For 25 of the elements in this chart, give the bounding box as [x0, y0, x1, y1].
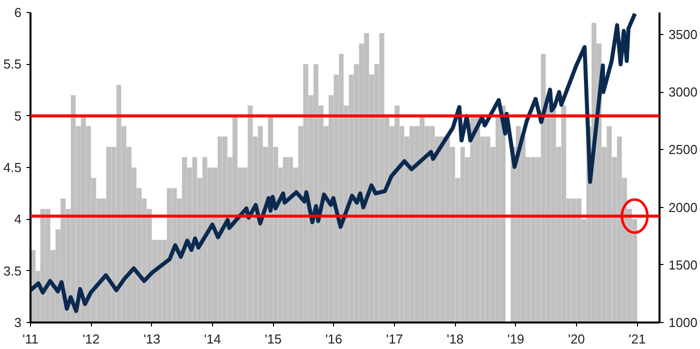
y-tick-label: 5: [14, 108, 22, 124]
x-tick-label: '21: [628, 332, 646, 346]
x-tick-label: '12: [82, 332, 100, 346]
y2-tick-label: 3000: [668, 84, 698, 100]
y2-tick-label: 2500: [668, 142, 698, 158]
y-tick-label: 5.5: [3, 56, 22, 72]
y-tick-label: 4: [14, 212, 22, 227]
y-tick-label: 4.5: [3, 160, 22, 175]
x-tick-label: '15: [264, 332, 282, 346]
x-tick-label: '19: [507, 332, 524, 346]
x-tick-label: '16: [325, 332, 342, 346]
x-tick-label: '18: [446, 332, 464, 346]
y2-tick-label: 1000: [668, 315, 698, 330]
x-tick-label: '17: [386, 332, 404, 346]
x-tick-label: '11: [22, 332, 38, 346]
y-tick-label: 3.5: [3, 263, 22, 278]
x-tick-label: '20: [568, 332, 585, 346]
y2-tick-label: 2000: [668, 200, 698, 215]
line-series: [30, 12, 637, 313]
y-tick-label: 6: [14, 5, 22, 20]
y2-tick-label: 1500: [668, 257, 698, 272]
x-tick-label: '13: [143, 332, 160, 346]
x-tick-label: '14: [204, 332, 222, 346]
y-tick-label: 3: [14, 315, 22, 330]
y2-tick-label: 3500: [668, 26, 698, 42]
